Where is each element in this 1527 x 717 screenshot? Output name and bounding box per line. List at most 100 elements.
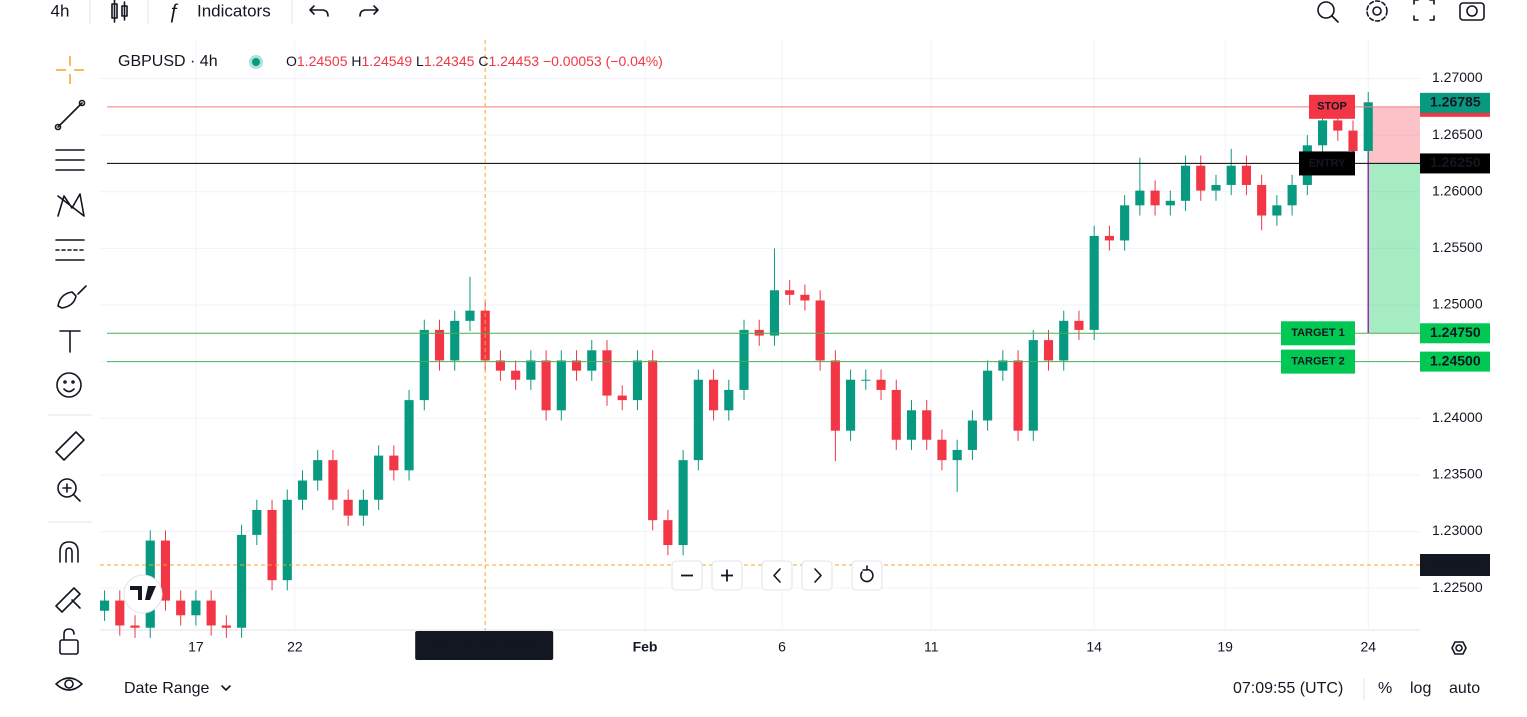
legend-change: −0.00053: [543, 53, 602, 69]
crosshair-price-label: 1.22704: [1430, 556, 1481, 572]
scroll-right-button[interactable]: [801, 560, 833, 591]
candle-body: [511, 370, 521, 380]
candle-body: [1317, 120, 1328, 146]
emoji-tool[interactable]: [56, 372, 82, 398]
candle-body: [891, 389, 901, 440]
pattern-tool[interactable]: [57, 193, 85, 217]
candle-body: [967, 420, 977, 450]
legend-change-pct: (−0.04%): [606, 53, 663, 69]
top-toolbar: 4h ƒ Indicators: [51, 0, 1485, 24]
legend-label: C: [478, 53, 488, 69]
candle-body: [1363, 102, 1373, 151]
x-tick-label: 6: [778, 639, 786, 655]
candle-body: [221, 625, 231, 628]
auto-button[interactable]: auto: [1449, 680, 1480, 697]
market-status-dot: [252, 58, 260, 66]
trend-line-tool[interactable]: [54, 99, 86, 131]
candle-body: [100, 600, 110, 611]
clock: 07:09:55 (UTC): [1233, 680, 1343, 697]
level-tag: STOP: [1317, 101, 1347, 113]
candle-body: [876, 379, 886, 390]
candle-body: [389, 455, 399, 471]
y-tick-label: 1.25000: [1432, 296, 1483, 312]
indicators-button[interactable]: Indicators: [197, 1, 271, 20]
text-tool[interactable]: [59, 330, 81, 353]
interval-button[interactable]: 4h: [51, 1, 70, 20]
x-tick-label: 14: [1086, 639, 1102, 655]
zoom-tool[interactable]: [57, 478, 81, 502]
candle-body: [846, 379, 856, 431]
candle-body: [571, 360, 582, 371]
candle-body: [1180, 165, 1191, 201]
candle-body: [708, 379, 719, 411]
settings-button[interactable]: [1366, 0, 1388, 22]
candle-body: [1135, 190, 1145, 206]
zoom-out-button[interactable]: [671, 560, 703, 591]
legend-value: 1.24453: [488, 53, 539, 69]
candle-body: [815, 300, 825, 361]
date-range-button[interactable]: Date Range: [124, 680, 209, 697]
candle-body: [282, 499, 292, 581]
quick-search-button[interactable]: [1317, 1, 1339, 23]
redo-button[interactable]: [359, 5, 379, 17]
legend-value: 1.24345: [424, 53, 475, 69]
candle-body: [1120, 205, 1130, 241]
crosshair-tool[interactable]: [56, 56, 84, 84]
candle-body: [1196, 165, 1206, 191]
last-price-bg: [1420, 92, 1490, 113]
x-tick-label: 19: [1217, 639, 1233, 655]
undo-button[interactable]: [309, 5, 329, 17]
chart-type-button[interactable]: [111, 0, 128, 23]
tv-logo[interactable]: [123, 574, 163, 614]
reset-button[interactable]: [851, 560, 883, 591]
zoom-in-button[interactable]: [711, 560, 743, 591]
scroll-left-button[interactable]: [761, 560, 793, 591]
candle-body: [587, 350, 597, 371]
percent-button[interactable]: %: [1378, 680, 1392, 697]
level-tag-bg: [1299, 151, 1355, 176]
visibility-tool[interactable]: [55, 677, 83, 691]
candle-body: [952, 449, 962, 461]
symbol-title: GBPUSD · 4h: [118, 53, 218, 70]
candle-body: [297, 480, 308, 500]
candle-body: [602, 350, 612, 396]
y-tick-label: 1.26500: [1432, 126, 1483, 142]
prediction-tool[interactable]: [55, 239, 85, 261]
fx-icon: ƒ: [168, 0, 179, 22]
y-tick-label: 1.24000: [1432, 409, 1483, 425]
crosshair-time-label: 28 Jan '25 08:00: [433, 638, 536, 654]
crosshair-price-bg: [1420, 553, 1490, 576]
y-tick-label: 1.22500: [1432, 579, 1483, 595]
ruler-tool[interactable]: [55, 431, 85, 461]
candle-body: [1043, 340, 1054, 361]
candle-body: [1104, 235, 1114, 241]
candle-body: [252, 509, 262, 535]
candle-body: [663, 520, 673, 546]
candle-body: [1089, 235, 1099, 330]
magnet-tool[interactable]: [59, 541, 79, 563]
brush-tool[interactable]: [57, 285, 87, 309]
stay-drawing-tool[interactable]: [55, 587, 81, 613]
target-zone: [1368, 163, 1420, 334]
y-tick-label: 1.23000: [1432, 522, 1483, 538]
axis-settings-button[interactable]: [1451, 641, 1467, 655]
candle-body: [313, 460, 323, 481]
candle-body: [769, 290, 780, 336]
fib-tool[interactable]: [55, 149, 85, 171]
candle-body: [998, 360, 1008, 371]
screenshot-button[interactable]: [1459, 2, 1485, 21]
log-button[interactable]: log: [1410, 680, 1431, 697]
candle-body: [678, 460, 688, 546]
candle-body: [374, 455, 384, 500]
candle-body: [693, 379, 703, 461]
legend-label: O: [286, 53, 297, 69]
candle-body: [495, 360, 505, 371]
candle-body: [937, 439, 947, 461]
candle-body: [739, 329, 749, 390]
legend-label: H: [351, 53, 361, 69]
candle-body: [465, 310, 475, 321]
candle-body: [1028, 340, 1038, 431]
lock-tool[interactable]: [59, 628, 79, 655]
candle-body: [785, 290, 795, 295]
